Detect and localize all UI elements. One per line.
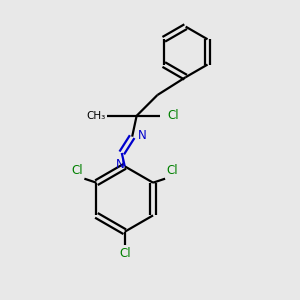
Text: Cl: Cl [72,164,83,178]
Text: N: N [116,158,125,171]
Text: N: N [137,129,146,142]
Text: CH₃: CH₃ [86,111,105,121]
Text: Cl: Cl [119,248,130,260]
Text: Cl: Cl [166,164,178,178]
Text: Cl: Cl [167,109,179,122]
